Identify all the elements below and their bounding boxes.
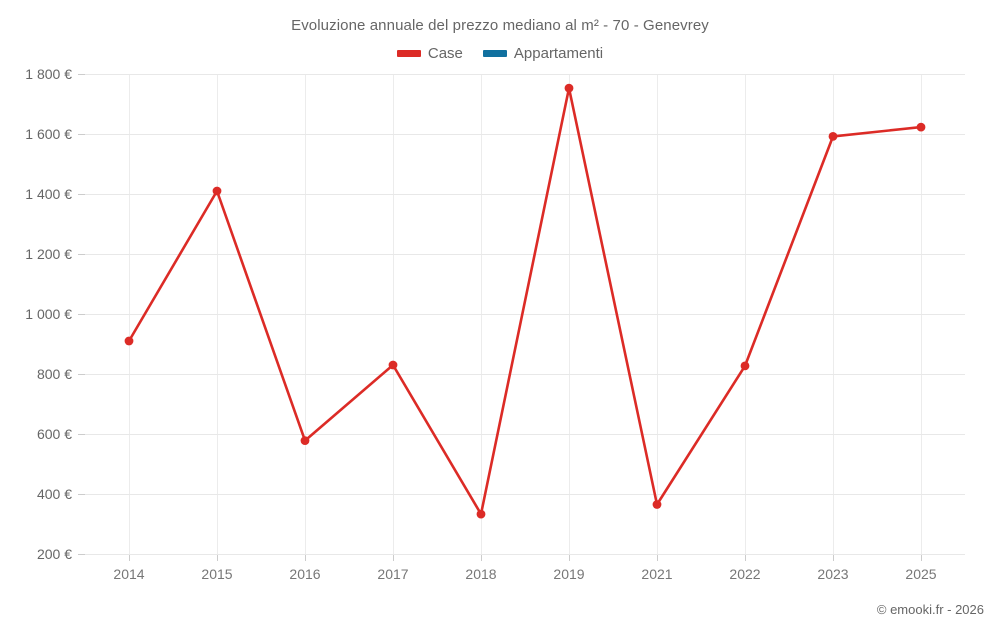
legend-item-label: Appartamenti — [513, 45, 604, 62]
y-axis-tick-label: 1 200 € — [25, 246, 72, 262]
data-point-marker[interactable] — [652, 500, 662, 509]
chart-title: Evoluzione annuale del prezzo mediano al… — [291, 17, 709, 34]
y-tick-mark — [78, 554, 85, 555]
x-tick-mark — [921, 554, 922, 561]
y-axis-tick-label: 1 400 € — [25, 186, 72, 202]
y-tick-mark — [78, 74, 85, 75]
y-gridline — [85, 434, 965, 435]
y-gridline — [85, 74, 965, 75]
y-tick-mark — [78, 194, 85, 195]
x-tick-mark — [393, 554, 394, 561]
data-point-marker[interactable] — [124, 336, 134, 346]
y-gridline — [85, 134, 965, 135]
data-point-marker[interactable] — [212, 186, 222, 196]
y-axis-tick-label: 1 600 € — [25, 126, 72, 142]
series-layer — [124, 83, 926, 519]
x-tick-mark — [481, 554, 482, 561]
x-tick-mark — [305, 554, 306, 561]
y-axis-tick-label: 800 € — [36, 366, 72, 382]
y-tick-mark — [78, 314, 85, 315]
y-tick-mark — [78, 134, 85, 135]
x-tick-mark — [833, 554, 834, 561]
footer-credit: © emooki.fr - 2026 — [876, 602, 984, 617]
y-gridline — [85, 554, 965, 555]
data-point-marker[interactable] — [476, 509, 486, 519]
x-axis-tick-label: 2015 — [201, 566, 233, 582]
y-tick-mark — [78, 434, 85, 435]
y-gridline — [85, 494, 965, 495]
data-point-marker[interactable] — [300, 436, 310, 445]
y-tick-mark — [78, 374, 85, 375]
line-swatch-icon — [482, 50, 507, 57]
x-axis-tick-label: 2019 — [553, 566, 585, 582]
y-axis-tick-label: 200 € — [36, 546, 72, 562]
y-axis-tick-label: 600 € — [36, 426, 72, 442]
data-point-marker[interactable] — [916, 122, 926, 132]
y-axis-tick-label: 400 € — [36, 486, 72, 502]
x-axis-tick-label: 2016 — [289, 566, 321, 582]
y-gridline — [85, 254, 965, 255]
data-point-marker[interactable] — [564, 83, 574, 93]
x-axis-tick-label: 2018 — [465, 566, 497, 582]
x-axis-tick-label: 2014 — [113, 566, 145, 582]
y-gridline — [85, 194, 965, 195]
x-axis-tick-label: 2025 — [905, 566, 937, 582]
y-gridline — [85, 374, 965, 375]
x-tick-mark — [569, 554, 570, 561]
plot-area — [85, 74, 965, 555]
legend-item-appartamenti[interactable]: Appartamenti — [482, 45, 604, 62]
x-tick-mark — [657, 554, 658, 561]
y-tick-mark — [78, 254, 85, 255]
x-axis-tick-label: 2022 — [729, 566, 761, 582]
x-tick-mark — [217, 554, 218, 561]
x-tick-mark — [745, 554, 746, 561]
y-axis-tick-label: 1 800 € — [25, 66, 72, 82]
data-point-marker[interactable] — [388, 360, 398, 370]
x-tick-mark — [129, 554, 130, 561]
x-axis-tick-label: 2023 — [817, 566, 849, 582]
data-point-marker[interactable] — [740, 361, 750, 371]
legend-item-label: Case — [427, 45, 463, 62]
y-axis-tick-label: 1 000 € — [25, 306, 72, 322]
line-swatch-icon — [396, 50, 421, 57]
y-gridline — [85, 314, 965, 315]
x-axis-tick-label: 2017 — [377, 566, 409, 582]
legend-item-case[interactable]: Case — [396, 45, 463, 62]
series-line-case — [127, 86, 923, 516]
chart-legend: Case Appartamenti — [0, 45, 1000, 62]
x-axis-tick-label: 2021 — [641, 566, 673, 582]
y-tick-mark — [78, 494, 85, 495]
data-point-marker[interactable] — [828, 132, 838, 141]
